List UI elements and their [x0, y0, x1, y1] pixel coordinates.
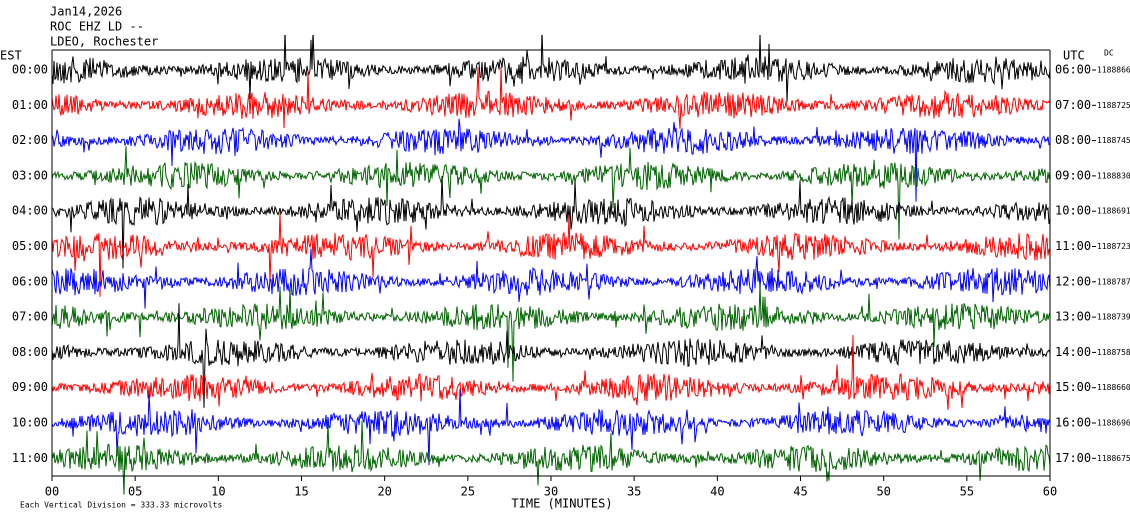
- x-tick-label: 10: [211, 485, 225, 499]
- utc-hour-label: 12:00: [1055, 274, 1091, 288]
- est-hour-label: 05:00: [12, 239, 48, 253]
- trace: [51, 212, 1051, 297]
- est-hour-label: 02:00: [12, 133, 48, 147]
- x-axis-label: TIME (MINUTES): [511, 497, 612, 511]
- trace: [51, 146, 1051, 240]
- trace: [51, 303, 1051, 408]
- utc-hour-label: 15:00: [1055, 380, 1091, 394]
- x-tick-label: 40: [710, 485, 724, 499]
- title-line: Jan14,2026: [50, 5, 122, 19]
- x-tick-label: 20: [377, 485, 391, 499]
- dc-value: 1188745: [1097, 136, 1130, 145]
- est-hour-label: 01:00: [12, 98, 48, 112]
- trace: [51, 67, 1051, 129]
- x-tick-label: 00: [45, 485, 59, 499]
- trace: [51, 282, 1051, 382]
- est-hour-label: 06:00: [12, 274, 48, 288]
- utc-hour-label: 06:00: [1055, 63, 1091, 77]
- dc-value: 1188787: [1097, 277, 1130, 286]
- dc-value: 1188723: [1097, 242, 1130, 251]
- traces: [51, 35, 1051, 495]
- x-tick-label: 30: [544, 485, 558, 499]
- est-hour-label: 00:00: [12, 63, 48, 77]
- dc-value: 1188660: [1097, 383, 1130, 392]
- right-axis-label: UTC: [1063, 49, 1085, 63]
- utc-hour-label: 13:00: [1055, 310, 1091, 324]
- est-hour-label: 11:00: [12, 451, 48, 465]
- x-tick-label: 45: [793, 485, 807, 499]
- x-tick-label: 35: [627, 485, 641, 499]
- x-tick-label: 50: [876, 485, 890, 499]
- trace: [51, 388, 1051, 466]
- dc-value: 1188725: [1097, 101, 1130, 110]
- trace: [51, 35, 1051, 102]
- utc-hour-label: 14:00: [1055, 345, 1091, 359]
- x-tick-label: 25: [461, 485, 475, 499]
- trace: [51, 248, 1051, 309]
- est-hour-label: 10:00: [12, 416, 48, 430]
- utc-hour-label: 16:00: [1055, 416, 1091, 430]
- left-axis-label: EST: [0, 49, 22, 63]
- footnote: Each Vertical Division = 333.33 microvol…: [20, 501, 222, 510]
- dc-label: DC: [1104, 49, 1114, 58]
- title-line: LDEO, Rochester: [50, 35, 158, 49]
- dc-value: 1188691: [1097, 207, 1130, 216]
- x-tick-label: 05: [128, 485, 142, 499]
- dc-value: 1188696: [1097, 419, 1130, 428]
- utc-hour-label: 17:00: [1055, 451, 1091, 465]
- utc-hour-label: 09:00: [1055, 168, 1091, 182]
- dc-value: 1188830: [1097, 171, 1130, 180]
- est-hour-label: 04:00: [12, 204, 48, 218]
- est-hour-label: 07:00: [12, 310, 48, 324]
- utc-hour-label: 11:00: [1055, 239, 1091, 253]
- dc-value: 1188675: [1097, 454, 1130, 463]
- dc-value: 1188758: [1097, 348, 1130, 357]
- trace: [51, 118, 1051, 202]
- est-hour-label: 03:00: [12, 168, 48, 182]
- x-tick-label: 15: [294, 485, 308, 499]
- title-line: ROC EHZ LD --: [50, 20, 144, 34]
- x-tick-label: 60: [1043, 485, 1057, 499]
- est-hour-label: 08:00: [12, 345, 48, 359]
- trace: [51, 175, 1051, 269]
- dc-value: 1188739: [1097, 313, 1130, 322]
- dc-value: 1188866: [1097, 66, 1130, 75]
- utc-hour-label: 10:00: [1055, 204, 1091, 218]
- utc-hour-label: 08:00: [1055, 133, 1091, 147]
- utc-hour-label: 07:00: [1055, 98, 1091, 112]
- trace: [51, 420, 1051, 495]
- trace: [51, 334, 1051, 411]
- est-hour-label: 09:00: [12, 380, 48, 394]
- x-tick-label: 55: [960, 485, 974, 499]
